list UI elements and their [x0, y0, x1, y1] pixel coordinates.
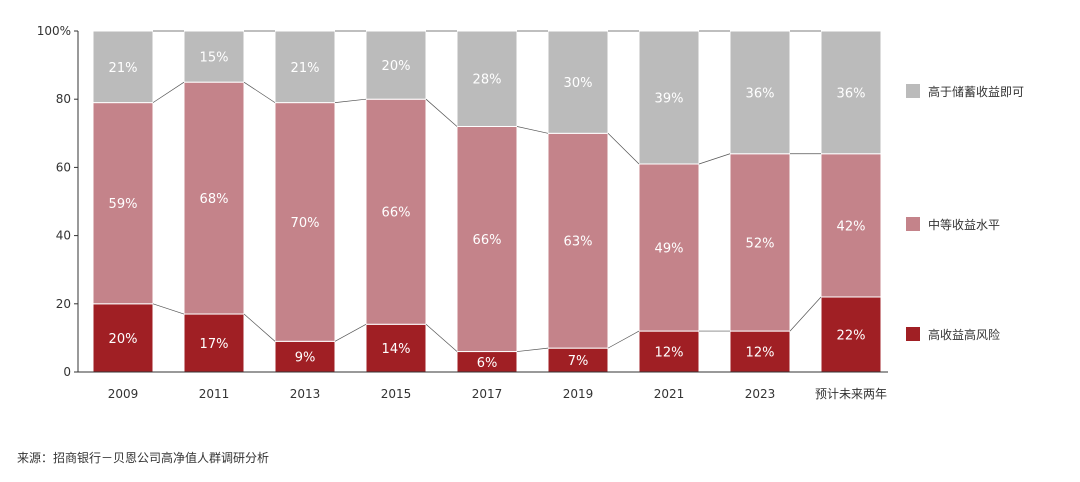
data-label: 12% — [655, 346, 684, 361]
bar-segment — [729, 153, 791, 332]
x-tick-label: 2013 — [290, 387, 321, 401]
bar-segment — [92, 102, 154, 305]
connector-line — [152, 81, 185, 103]
data-label: 70% — [291, 216, 320, 231]
bar-segment — [820, 296, 882, 373]
bar-segment — [820, 153, 882, 298]
connector-line — [607, 133, 640, 165]
bar-segment — [547, 30, 609, 134]
data-label: 49% — [655, 242, 684, 257]
bar-segment — [274, 30, 336, 104]
data-label: 12% — [746, 346, 775, 361]
connector-line — [243, 81, 276, 103]
source-note: 来源：招商银行－贝恩公司高净值人群调研分析 — [17, 451, 270, 465]
data-label: 21% — [109, 61, 138, 76]
connector-line — [334, 98, 367, 103]
data-label: 7% — [568, 354, 589, 369]
data-label: 42% — [837, 219, 866, 234]
bar-segment — [820, 30, 882, 155]
data-label: 14% — [382, 342, 411, 357]
y-tick-label: 60 — [56, 160, 71, 174]
bar-segment — [729, 30, 791, 155]
connector-line — [516, 347, 549, 352]
data-label: 36% — [837, 86, 866, 101]
data-label: 59% — [109, 197, 138, 212]
connector-line — [243, 313, 276, 342]
y-tick-label: 0 — [63, 365, 71, 379]
data-label: 66% — [382, 206, 411, 221]
data-label: 9% — [295, 351, 316, 366]
connector-line — [698, 153, 731, 165]
data-label: 17% — [200, 337, 229, 352]
connector-line — [607, 330, 640, 349]
bar-segment — [183, 30, 245, 83]
data-label: 66% — [473, 233, 502, 248]
x-tick-label: 2011 — [199, 387, 230, 401]
bar-segment — [365, 30, 427, 100]
bar-segment — [365, 98, 427, 325]
bar-segment — [274, 340, 336, 373]
y-tick-label: 100% — [37, 24, 71, 38]
data-label: 28% — [473, 73, 502, 88]
data-label: 63% — [564, 235, 593, 250]
data-label: 36% — [746, 86, 775, 101]
bar-segment — [638, 30, 700, 165]
data-label: 20% — [382, 59, 411, 74]
x-tick-label: 2019 — [563, 387, 594, 401]
data-label: 39% — [655, 91, 684, 106]
bar-segment — [638, 330, 700, 373]
bar-segment — [274, 102, 336, 342]
connector-line — [334, 323, 367, 342]
bar-segment — [456, 30, 518, 127]
connector-line — [425, 323, 458, 352]
bar-segment — [183, 81, 245, 315]
y-tick-label: 20 — [56, 297, 71, 311]
data-label: 68% — [200, 192, 229, 207]
bar-segment — [456, 125, 518, 353]
bar-segment — [365, 323, 427, 373]
connector-line — [425, 98, 458, 127]
data-label: 15% — [200, 51, 229, 66]
data-label: 20% — [109, 332, 138, 347]
x-tick-label: 2017 — [472, 387, 503, 401]
connector-line — [789, 296, 822, 332]
data-label: 6% — [477, 356, 498, 371]
y-tick-label: 80 — [56, 92, 71, 106]
data-label: 21% — [291, 61, 320, 76]
x-tick-label: 2009 — [108, 387, 139, 401]
data-label: 30% — [564, 76, 593, 91]
x-tick-label: 2023 — [745, 387, 776, 401]
data-label: 22% — [837, 328, 866, 343]
x-tick-label: 2021 — [654, 387, 685, 401]
bar-segment — [547, 132, 609, 349]
connector-line — [152, 303, 185, 315]
data-label: 52% — [746, 236, 775, 251]
bar-segment — [729, 330, 791, 373]
bar-segment — [638, 163, 700, 332]
x-tick-label: 预计未来两年 — [815, 387, 887, 401]
y-tick-label: 40 — [56, 229, 71, 243]
connector-line — [516, 126, 549, 134]
bar-segment — [183, 313, 245, 373]
bar-segment — [92, 30, 154, 104]
x-tick-label: 2015 — [381, 387, 412, 401]
